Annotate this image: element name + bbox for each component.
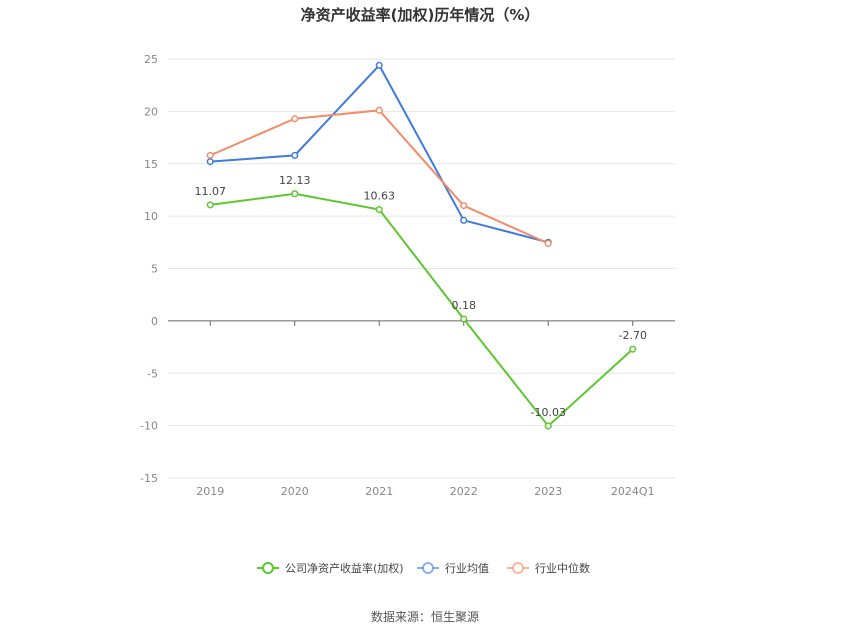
series-line — [209, 109, 549, 245]
legend-marker — [422, 562, 434, 574]
series-1 — [206, 61, 552, 246]
series-lines — [206, 61, 637, 430]
y-tick-label: 5 — [151, 263, 158, 276]
x-tick-label: 2021 — [365, 485, 393, 498]
axes: 25 20 15 10 5 0 -5 -10 -15 2019 2020 2021 2022 2023 20… — [140, 53, 675, 498]
x-tick-label: 2024Q1 — [611, 485, 655, 498]
data-point[interactable] — [629, 345, 637, 353]
data-label: 11.07 — [195, 185, 227, 198]
x-tick-label: 2023 — [534, 485, 562, 498]
data-point[interactable] — [206, 201, 214, 209]
data-point[interactable] — [544, 422, 552, 430]
legend-marker — [512, 562, 524, 574]
data-point[interactable] — [206, 158, 214, 166]
y-tick-label: 15 — [144, 158, 158, 171]
y-tick-label: -5 — [147, 367, 158, 380]
data-point[interactable] — [375, 61, 383, 69]
data-point[interactable] — [206, 151, 214, 159]
series-line — [210, 192, 634, 428]
data-point[interactable] — [375, 205, 383, 214]
series-2 — [206, 106, 552, 247]
legend[interactable]: 公司净资产收益率(加权) 行业均值 行业中位数 — [257, 561, 590, 575]
data-label: 0.18 — [452, 299, 477, 312]
y-tick-label: 25 — [144, 53, 158, 66]
y-tick-label: 20 — [144, 105, 158, 118]
y-tick-label: 0 — [151, 315, 158, 328]
data-point[interactable] — [460, 216, 468, 224]
legend-label: 行业中位数 — [535, 561, 590, 575]
y-tick-label: 10 — [144, 210, 158, 223]
data-point[interactable] — [291, 190, 299, 198]
data-label: -10.03 — [531, 406, 566, 419]
data-label: 12.13 — [279, 174, 311, 187]
x-tick-label: 2020 — [281, 485, 309, 498]
x-tick-label: 2019 — [196, 485, 224, 498]
data-point[interactable] — [544, 239, 552, 247]
data-point[interactable] — [291, 151, 299, 159]
legend-item-0[interactable]: 公司净资产收益率(加权) — [257, 561, 404, 575]
y-tick-label: -15 — [140, 472, 158, 485]
data-point[interactable] — [460, 315, 468, 323]
legend-label: 公司净资产收益率(加权) — [285, 561, 404, 575]
x-tick-label: 2022 — [450, 485, 478, 498]
data-point[interactable] — [375, 106, 383, 114]
grid-lines — [168, 58, 675, 479]
y-tick-label: -10 — [140, 420, 158, 433]
legend-marker — [262, 562, 274, 574]
legend-item-1[interactable]: 行业均值 — [417, 562, 489, 575]
legend-item-2[interactable]: 行业中位数 — [507, 561, 590, 575]
data-label: -2.70 — [619, 329, 647, 342]
chart-title: 净资产收益率(加权)历年情况（%） — [301, 6, 540, 24]
source-note: 数据来源：恒生聚源 — [371, 609, 479, 624]
data-point[interactable] — [460, 202, 468, 210]
data-point[interactable] — [291, 115, 299, 123]
series-0 — [206, 190, 637, 430]
data-labels: 11.07 12.13 10.63 0.18 -10.03 -2.70 — [195, 174, 647, 419]
data-label: 10.63 — [364, 190, 396, 203]
legend-label: 行业均值 — [445, 562, 489, 575]
